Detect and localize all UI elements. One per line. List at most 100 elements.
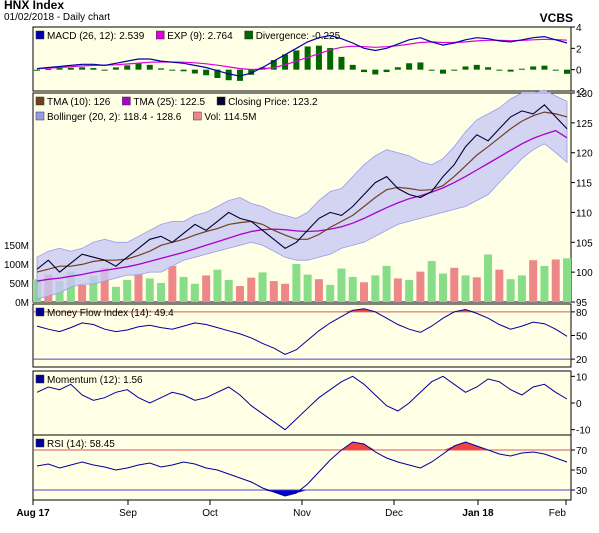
volume-bar — [247, 277, 256, 302]
volume-bar — [337, 268, 346, 302]
volume-bar — [540, 265, 549, 302]
volume-bar — [281, 283, 290, 302]
x-tick-label: Aug 17 — [16, 508, 50, 519]
mfi-line — [36, 308, 568, 355]
volume-bar — [326, 284, 335, 302]
divergence-bar — [383, 69, 390, 73]
volume-bar — [495, 269, 504, 302]
momentum-legend-swatch — [35, 374, 45, 384]
divergence-bar — [372, 69, 379, 75]
volume-bar — [157, 283, 166, 302]
momentum-tick-label: -10 — [576, 426, 591, 437]
volume-bar — [348, 276, 357, 302]
volume-bar — [517, 275, 526, 302]
x-tick-label: Nov — [293, 508, 311, 519]
volume-bar — [303, 274, 312, 302]
chart-subtitle: 01/02/2018 - Daily chart — [4, 12, 111, 23]
volume-bar — [427, 260, 436, 302]
volume-bar — [258, 272, 267, 302]
price-legend-swatch — [193, 111, 202, 121]
rsi-legend-label-0: RSI (14): 58.45 — [47, 439, 115, 450]
mfi-legend-swatch — [35, 307, 45, 317]
closing-price-line — [36, 104, 568, 273]
momentum-line — [36, 375, 568, 431]
volume-bar — [506, 279, 515, 302]
mfi-legend-label-0: Money Flow Index (14): 49.4 — [47, 308, 174, 319]
volume-bar — [168, 265, 177, 302]
divergence-bar — [327, 48, 334, 70]
rsi-tick-label: 70 — [576, 446, 588, 457]
volume-bar — [292, 264, 301, 302]
volume-bar — [89, 276, 98, 302]
index-title: HNX Index — [4, 0, 65, 12]
volume-bar — [438, 273, 447, 302]
x-tick-label: Sep — [119, 508, 137, 519]
rsi-overbought-fill — [37, 442, 567, 450]
divergence-bar — [349, 64, 356, 70]
volume-bar — [111, 286, 120, 302]
divergence-bar — [485, 67, 492, 70]
price-legend-label-2: Closing Price: 123.2 — [228, 97, 318, 108]
divergence-bar — [225, 69, 232, 81]
volume-bar — [213, 269, 222, 302]
momentum-tick-label: 10 — [576, 372, 588, 383]
volume-bar — [145, 278, 154, 302]
divergence-bar — [180, 69, 187, 72]
price-tick-label: 130 — [576, 89, 593, 100]
volume-bar — [314, 279, 323, 302]
divergence-bar — [135, 63, 142, 70]
divergence-bar — [203, 69, 210, 76]
volume-bar — [190, 283, 199, 302]
divergence-bar — [518, 68, 525, 70]
volume-bar — [235, 286, 244, 302]
x-tick-label: Jan 18 — [462, 508, 494, 519]
price-legend2-label-0: Bollinger (20, 2): 118.4 - 128.6 — [47, 112, 182, 123]
macd-legend-label-1: EXP (9): 2.764 — [167, 31, 233, 42]
divergence-bar — [146, 64, 153, 70]
macd-legend-swatch — [156, 30, 165, 40]
volume-bar — [123, 279, 132, 302]
bollinger-band — [36, 89, 568, 300]
volume-bar — [269, 281, 278, 302]
rsi-panel — [32, 434, 572, 501]
momentum-tick-label: 0 — [576, 399, 582, 410]
mfi-tick-label: 50 — [576, 332, 588, 343]
volume-tick-label: 0M — [15, 298, 29, 309]
macd-tick-label: 0 — [576, 66, 582, 77]
macd-tick-label: -2 — [576, 87, 585, 98]
volume-bar — [551, 259, 560, 302]
price-tick-label: 120 — [576, 149, 593, 160]
divergence-bar — [473, 64, 480, 70]
volume-bar — [416, 271, 425, 302]
divergence-bar — [439, 69, 446, 74]
divergence-bar — [530, 66, 537, 70]
macd-line — [36, 34, 568, 77]
x-tick-label: Dec — [385, 508, 403, 519]
rsi-oversold-fill — [37, 490, 567, 496]
volume-bar — [179, 276, 188, 302]
volume-bar — [461, 275, 470, 302]
divergence-bar — [541, 65, 548, 70]
rsi-tick-label: 30 — [576, 486, 588, 497]
price-tick-label: 110 — [576, 208, 592, 219]
momentum-legend-label-0: Momentum (12): 1.56 — [47, 375, 143, 386]
divergence-bar — [564, 69, 570, 74]
volume-bar — [78, 284, 87, 302]
volume-bar — [393, 278, 402, 302]
divergence-bar — [406, 63, 413, 70]
divergence-bar — [293, 50, 300, 70]
volume-tick-label: 100M — [4, 260, 29, 271]
divergence-bar — [315, 45, 322, 70]
divergence-bar — [34, 69, 40, 71]
divergence-bar — [214, 69, 221, 78]
divergence-bar — [191, 69, 198, 74]
divergence-bar — [451, 69, 458, 71]
divergence-bar — [90, 68, 97, 70]
price-tick-label: 115 — [576, 179, 592, 190]
divergence-bar — [45, 68, 52, 70]
divergence-bar — [507, 69, 514, 72]
volume-bar — [529, 260, 538, 302]
price-legend-swatch — [35, 111, 45, 121]
divergence-bar — [394, 67, 401, 70]
